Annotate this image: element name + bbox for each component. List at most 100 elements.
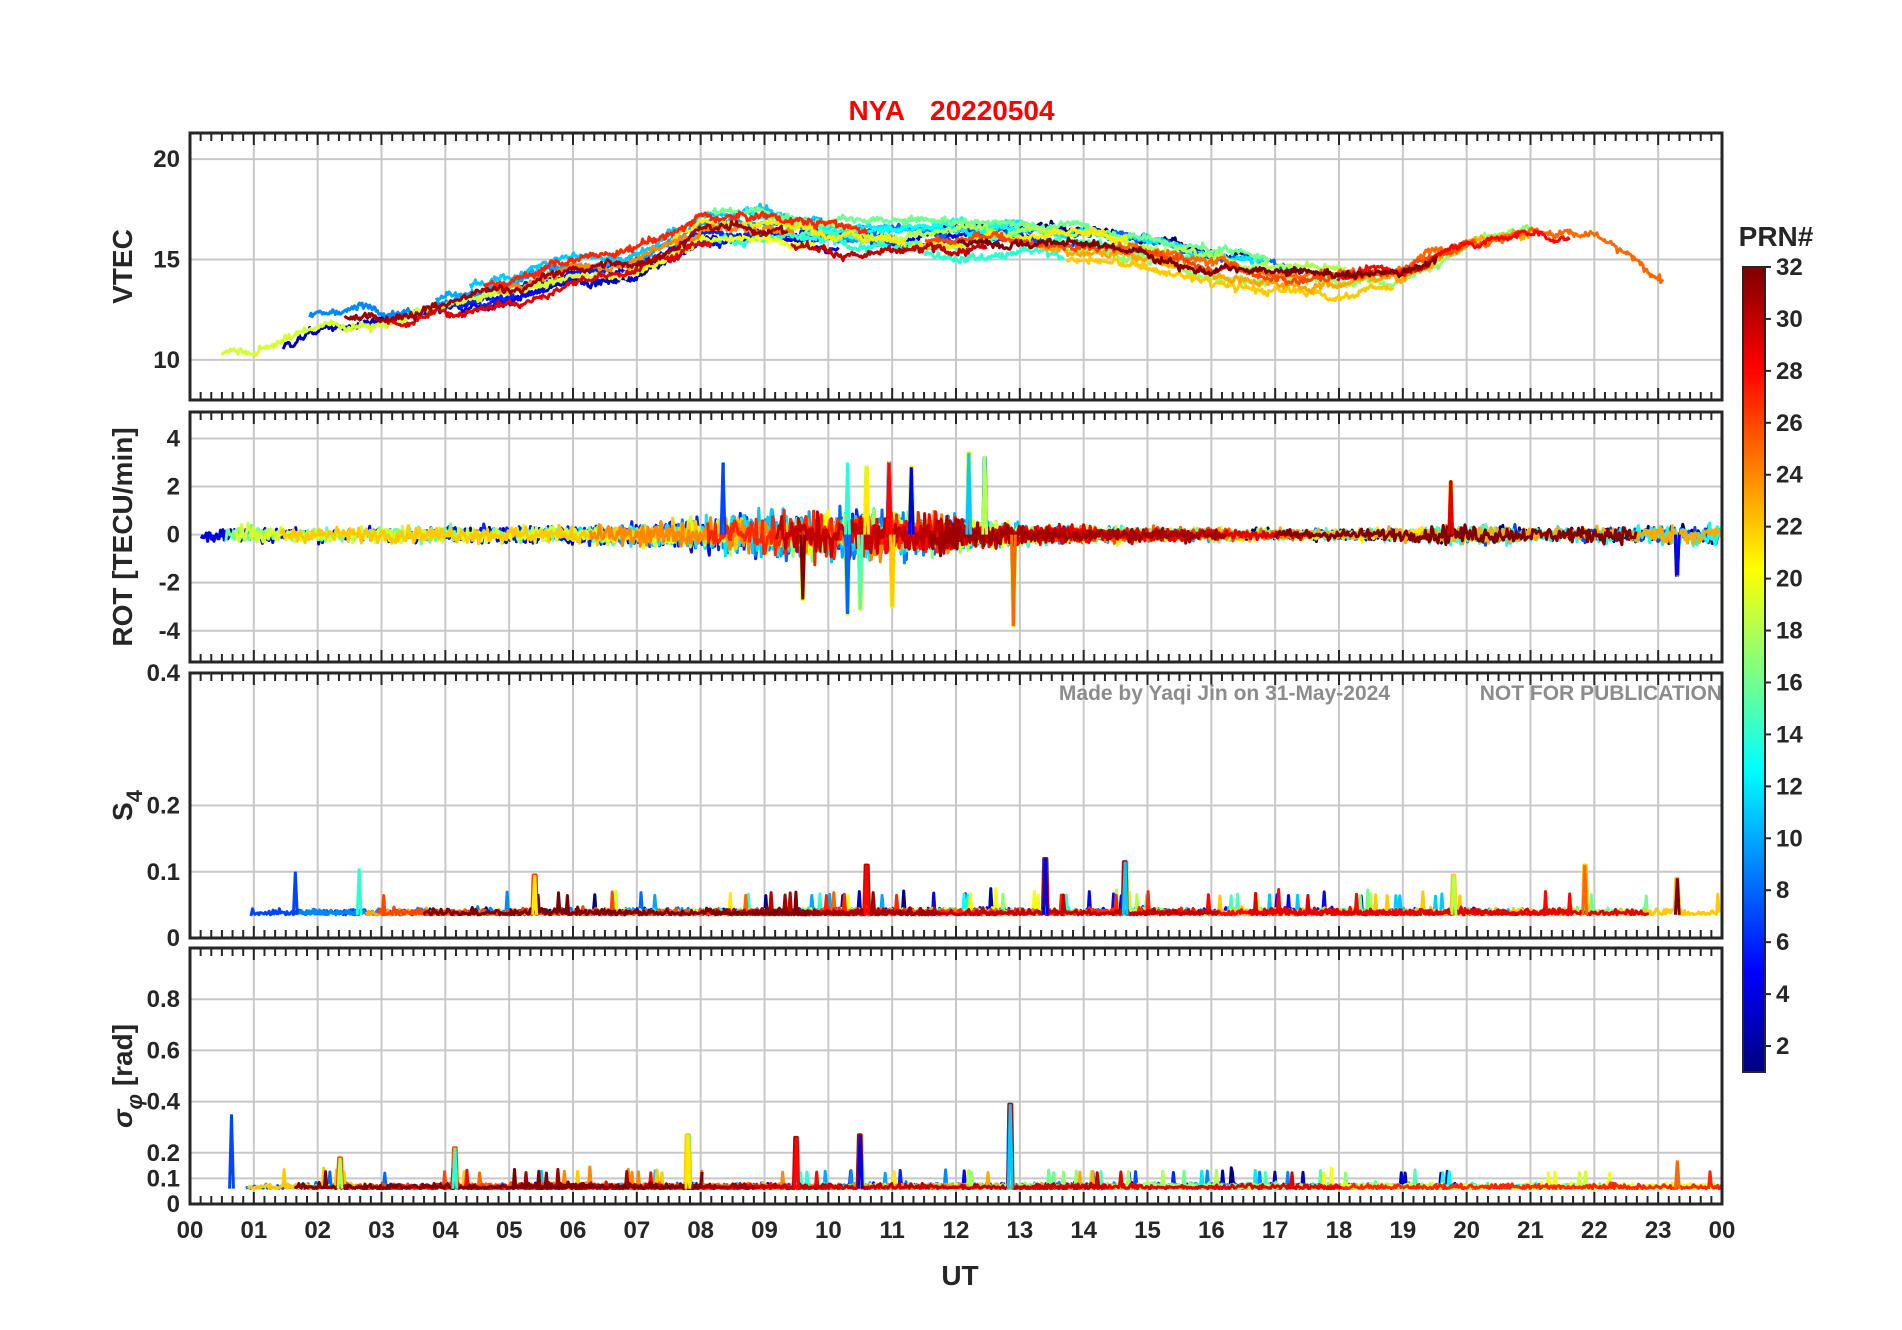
spike-sigphi — [856, 1134, 864, 1189]
series-prn-27 — [1316, 1170, 1722, 1191]
x-tick-label: 11 — [879, 1217, 904, 1244]
series-prn-20 — [621, 233, 817, 277]
x-minor-ticks — [189, 948, 1723, 1204]
x-tick-label: 09 — [751, 1217, 778, 1244]
colorbar-tick-label: 2 — [1776, 1033, 1789, 1060]
spike-rot — [844, 462, 851, 535]
spike-rot — [799, 534, 807, 600]
spike-rot — [981, 457, 989, 535]
x-tick-label: 08 — [687, 1217, 714, 1244]
y-tick-label: 0 — [167, 522, 180, 549]
series-prn-31 — [343, 220, 789, 324]
y-axis-label: σφ [rad] — [107, 1024, 147, 1128]
spike-rot — [1673, 534, 1681, 576]
series-prn-32 — [422, 890, 812, 917]
watermark-notice: NOT FOR PUBLICATION — [1480, 682, 1722, 705]
y-tick-label: 20 — [153, 146, 180, 173]
x-tick-label: 16 — [1198, 1217, 1225, 1244]
watermark: Made by Yaqi Jin on 31-May-2024 NOT FOR … — [1059, 682, 1722, 705]
colorbar-tick-label: 8 — [1776, 877, 1789, 904]
colorbar-tick-label: 20 — [1776, 566, 1803, 593]
y-tick-label: 4 — [167, 425, 181, 452]
series-prn-27 — [483, 210, 869, 289]
x-tick-label: 12 — [943, 1217, 970, 1244]
x-tick-label: 19 — [1389, 1217, 1416, 1244]
x-tick-label: 13 — [1006, 1217, 1033, 1244]
colorbar-tick-label: 26 — [1776, 410, 1803, 437]
x-tick-label: 22 — [1581, 1217, 1608, 1244]
spike-rot — [965, 452, 973, 535]
spike-s4 — [1041, 858, 1049, 915]
colorbar-tick-label: 22 — [1776, 514, 1803, 541]
y-tick-label: 0.2 — [147, 1140, 180, 1167]
y-tick-label: 15 — [153, 246, 180, 273]
y-tick-label: -4 — [159, 618, 181, 645]
x-tick-label: 03 — [368, 1217, 395, 1244]
spike-s4 — [863, 865, 871, 915]
colorbar-tick-label: 32 — [1776, 254, 1803, 281]
x-tick-label: 05 — [496, 1217, 523, 1244]
spike-rot — [1447, 481, 1455, 535]
panel-sigphi: 00.10.2 0.4 0.6 0.8σφ [rad] 00 01 02 03 04 05 06 07… — [107, 946, 1736, 1244]
spike-rot — [1010, 534, 1017, 626]
x-tick-label: 04 — [432, 1217, 459, 1244]
chart-title: NYA 20220504 — [848, 95, 1055, 126]
spike-s4 — [531, 874, 539, 915]
x-tick-label: 00 — [1709, 1217, 1736, 1244]
colorbar-tick-label: 24 — [1776, 462, 1803, 489]
colorbar-tick-label: 10 — [1776, 825, 1803, 852]
x-tick-label: 15 — [1134, 1217, 1161, 1244]
x-axis-label: UT — [941, 1260, 978, 1291]
colorbar-label: PRN# — [1739, 221, 1814, 252]
series-lines — [228, 1102, 1722, 1191]
x-minor-ticks — [189, 673, 1723, 938]
x-tick-label: 17 — [1262, 1217, 1289, 1244]
y-axis-label: S4 — [107, 789, 147, 821]
spike-sigphi — [1673, 1160, 1681, 1189]
x-tick-label: 20 — [1453, 1217, 1480, 1244]
x-tick-label: 07 — [623, 1217, 650, 1244]
spike-s4 — [1581, 865, 1589, 915]
y-tick-label: 10 — [153, 347, 180, 374]
x-tick-label: 18 — [1326, 1217, 1353, 1244]
series-lines — [199, 451, 1722, 628]
x-tick-label: 21 — [1517, 1217, 1544, 1244]
y-tick-label: 2 — [167, 474, 180, 501]
x-tick-label: 00 — [177, 1217, 204, 1244]
x-tick-label: 10 — [815, 1217, 842, 1244]
series-prn-29 — [1033, 522, 1311, 546]
y-tick-label: 0.8 — [147, 986, 180, 1013]
y-axis-label: VTEC — [107, 229, 138, 304]
x-minor-ticks — [189, 133, 1723, 400]
spike-sigphi — [1006, 1104, 1014, 1189]
y-axis-label: ROT [TECU/min] — [107, 427, 138, 646]
series-prn-32 — [293, 1167, 704, 1191]
title-date: 20220504 — [930, 95, 1055, 126]
y-tick-label: 0.6 — [147, 1037, 180, 1064]
spike-s4 — [355, 868, 363, 915]
spike-rot — [888, 534, 896, 607]
colorbar-tick-label: 14 — [1776, 721, 1803, 748]
colorbar-tick-label: 30 — [1776, 306, 1803, 333]
y-tick-label: -2 — [159, 570, 180, 597]
y-tick-label: 0 — [167, 1191, 180, 1218]
x-tick-label: 02 — [304, 1217, 331, 1244]
x-tick-label: 14 — [1070, 1217, 1097, 1244]
y-tick-label: 0.1 — [147, 1165, 180, 1192]
x-minor-ticks — [189, 412, 1723, 662]
colorbar-tick-label: 18 — [1776, 618, 1803, 645]
series-prn-22 — [279, 516, 744, 551]
spike-sigphi — [793, 1137, 800, 1189]
x-tick-label: 01 — [240, 1217, 267, 1244]
spike-rot — [863, 467, 871, 535]
spike-rot — [856, 534, 864, 610]
y-tick-label: 0.4 — [147, 660, 181, 687]
x-tick-label: 23 — [1645, 1217, 1672, 1244]
series-prn-28 — [1336, 229, 1571, 282]
series-prn-32 — [956, 236, 1439, 280]
spike-s4 — [1121, 861, 1129, 915]
panel-s4: 0 0.1 0.2 0.4 S4 — [107, 660, 1724, 952]
colorbar-tick-label: 16 — [1776, 669, 1803, 696]
